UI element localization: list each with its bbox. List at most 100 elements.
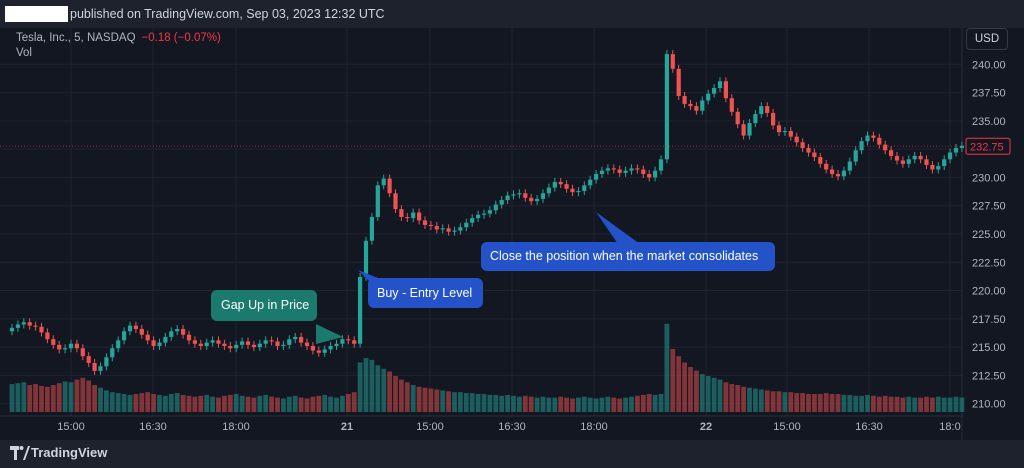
volume-bar (735, 385, 741, 412)
volume-bar (682, 362, 687, 412)
volume-bar (540, 396, 546, 412)
volume-bar (104, 390, 109, 412)
x-tick-label: 16:30 (139, 421, 167, 433)
candle-body (511, 194, 516, 196)
y-tick-label: 240.00 (972, 59, 1006, 71)
x-tick-label: 18:00 (580, 421, 608, 433)
volume-bar (823, 393, 829, 412)
volume-bar (511, 395, 516, 412)
volume-bar (422, 387, 428, 412)
candle-body (865, 135, 870, 142)
candle-body (110, 348, 115, 358)
volume-bar (688, 367, 693, 412)
volume-bar (363, 358, 369, 412)
price-chart[interactable]: 240.00237.50235.00232.50230.00227.50225.… (0, 28, 1024, 440)
candle-body (889, 150, 894, 156)
volume-bar (729, 384, 735, 412)
candle-body (422, 220, 428, 225)
volume-bar (121, 394, 127, 412)
candle-body (399, 209, 404, 218)
candle-body (63, 348, 68, 350)
volume-bar (882, 395, 888, 412)
y-tick-label: 225.00 (972, 229, 1006, 241)
candle-body (776, 125, 782, 133)
candle-body (304, 342, 310, 346)
volume-bar (210, 396, 215, 412)
y-tick-label: 230.00 (972, 172, 1006, 184)
candle-body (841, 170, 846, 177)
volume-bar (581, 396, 587, 412)
candle-body (859, 141, 864, 151)
candle-body (564, 184, 569, 189)
candle-body (505, 195, 510, 201)
volume-bar (711, 377, 717, 412)
volume-bar (469, 393, 475, 412)
x-tick-label: 21 (341, 421, 353, 433)
candle-body (942, 159, 947, 167)
volume-bar (452, 392, 457, 412)
y-tick-label: 212.50 (972, 370, 1006, 382)
symbol-name: Tesla, Inc., 5, NASDAQ (16, 32, 136, 44)
tradingview-brand[interactable]: TradingView (31, 445, 108, 460)
volume-bar (463, 393, 469, 412)
volume-bar (918, 397, 923, 412)
candle-body (623, 170, 628, 173)
candle-body (664, 54, 669, 160)
published-text: published on TradingView.com, Sep 03, 20… (70, 7, 385, 21)
volume-bar (340, 395, 345, 412)
candle-body (293, 336, 298, 340)
candle-body (635, 168, 640, 170)
top-bar (0, 0, 1024, 28)
candle-body (328, 345, 333, 350)
redacted-author (5, 6, 68, 22)
volume-bar (9, 384, 15, 412)
candle-body (363, 240, 369, 277)
volume-bar (611, 397, 617, 412)
volume-bar (599, 397, 605, 412)
candle-body (411, 212, 416, 219)
candle-body (712, 88, 717, 94)
candle-body (352, 340, 357, 344)
volume-bar (399, 379, 404, 412)
volume-bar (593, 398, 599, 412)
candle-body (322, 349, 327, 353)
currency-button[interactable]: USD (966, 28, 1008, 50)
candle-body (735, 111, 740, 125)
volume-bar (127, 394, 133, 412)
volume-bar (151, 394, 156, 412)
candle-body (558, 181, 563, 185)
candle-body (228, 345, 233, 349)
volume-bar (847, 394, 853, 412)
candle-body (611, 168, 616, 170)
candle-body (877, 137, 882, 145)
volume-bar (80, 377, 86, 412)
volume-bar (853, 395, 859, 412)
volume-bar (758, 389, 764, 412)
volume-bar (894, 396, 900, 412)
volume-bar (676, 356, 682, 412)
x-tick-label: 22 (700, 421, 712, 433)
volume-bar (86, 380, 92, 412)
candle-body (930, 164, 935, 170)
tradingview-logo-icon[interactable] (10, 446, 30, 460)
symbol-legend: Tesla, Inc., 5, NASDAQ −0.18 (−0.07%) (16, 32, 221, 44)
candle-body (434, 226, 439, 230)
candle-body (45, 332, 50, 340)
volume-bar (564, 397, 569, 412)
candle-body (894, 155, 900, 161)
candle-body (847, 161, 852, 171)
volume-bar (157, 394, 162, 412)
candle-body (924, 159, 929, 165)
candle-body (33, 325, 38, 327)
volume-bar (298, 397, 304, 412)
candle-body (918, 155, 923, 160)
volume-bar (699, 374, 705, 412)
candle-body (440, 228, 445, 230)
candle-body (204, 342, 209, 346)
volume-bar (440, 390, 446, 412)
candle-body (387, 178, 392, 194)
candle-body (51, 339, 56, 345)
volume-bar (416, 386, 422, 412)
volume-bar (115, 393, 121, 412)
candle-body (753, 114, 758, 124)
